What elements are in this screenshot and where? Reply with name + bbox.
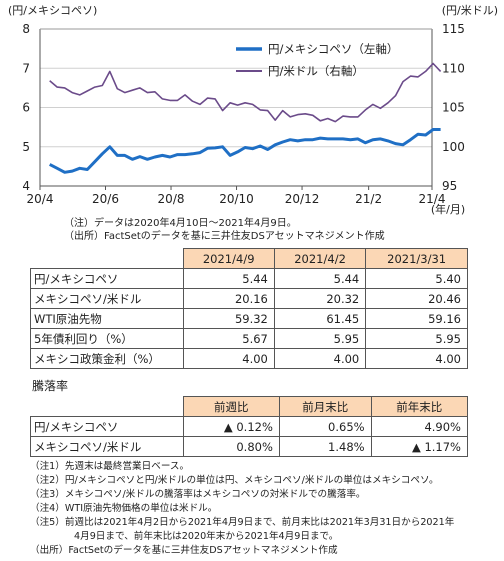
column-header: 前月末比 xyxy=(278,396,372,417)
column-header: 2021/4/2 xyxy=(273,248,367,269)
footnote-1: （注1）先週末は最終営業日ベース。 xyxy=(30,461,190,472)
change-rate-table: 前週比 前月末比 前年末比 円/メキシコペソ ▲ 0.12% 0.65% 4.9… xyxy=(30,396,469,457)
footnote-4: （注4）WTI原油先物価格の単位は米ドル。 xyxy=(30,503,218,514)
table-corner xyxy=(30,248,184,269)
table-cell: 20.16 xyxy=(182,288,275,309)
x-tick-label: 20/6 xyxy=(92,192,119,206)
column-header: 2021/4/9 xyxy=(182,248,275,269)
series-line-peso xyxy=(49,128,441,174)
y-right-tick-label: 100 xyxy=(442,140,465,154)
chart-axes xyxy=(39,28,433,190)
row-label: 円/メキシコペソ xyxy=(30,416,184,437)
y-left-tick-label: 8 xyxy=(22,22,30,36)
column-header: 2021/3/31 xyxy=(365,248,468,269)
row-label: 円/メキシコペソ xyxy=(30,268,184,289)
y-axis-right-label: (円/米ドル) xyxy=(442,4,498,17)
legend-label: 円/米ドル（右軸） xyxy=(268,64,364,78)
table-cell: 4.00 xyxy=(365,348,468,369)
footnotes: （注1）先週末は最終営業日ベース。 （注2）円/メキシコペソと円/米ドルの単位は… xyxy=(30,460,454,558)
chart-notes: （注）データは2020年4月10日～2021年4月9日。 （出所）FactSet… xyxy=(64,217,385,243)
footnote-5: （注5）前週比は2021年4月2日から2021年4月9日まで、前月末比は2021… xyxy=(30,517,455,528)
chart-ticks: 4 5 6 7 8 95 100 105 110 115 20/4 20/6 20/8 20/10 20/1… xyxy=(22,22,465,206)
x-tick-label: 21/4 xyxy=(419,192,446,206)
table-cell: 20.32 xyxy=(273,288,367,309)
table-row: 円/メキシコペソ 5.44 5.44 5.40 xyxy=(30,268,468,289)
table-row: メキシコペソ/米ドル 0.80% 1.48% ▲ 1.17% xyxy=(30,436,469,457)
x-tick-label: 21/2 xyxy=(355,192,382,206)
table-cell: 4.90% xyxy=(370,416,469,437)
table-cell: ▲ 0.12% xyxy=(182,416,280,437)
table-cell: 4.00 xyxy=(182,348,275,369)
table-cell: 5.95 xyxy=(273,328,367,349)
table-cell: 5.44 xyxy=(273,268,367,289)
chart-legend: 円/メキシコペソ（左軸） 円/米ドル（右軸） xyxy=(236,42,398,78)
row-label: 5年債利回り（%） xyxy=(30,328,184,349)
table-header-row: 前週比 前月末比 前年末比 xyxy=(30,396,469,417)
y-right-tick-label: 105 xyxy=(442,101,465,115)
x-tick-label: 20/8 xyxy=(158,192,185,206)
x-tick-label: 20/10 xyxy=(219,192,254,206)
table-header-row: 2021/4/9 2021/4/2 2021/3/31 xyxy=(30,248,468,269)
x-axis-label: (年/月) xyxy=(431,202,465,215)
footnote-3: （注3）メキシコペソ/米ドルの騰落率はメキシコペソの対米ドルでの騰落率。 xyxy=(30,489,366,500)
table-cell: 4.00 xyxy=(273,348,367,369)
y-left-tick-label: 7 xyxy=(22,61,30,75)
row-label: メキシコ政策金利（%） xyxy=(30,348,184,369)
table-row: WTI原油先物 59.32 61.45 59.16 xyxy=(30,308,468,329)
table-cell: 59.32 xyxy=(182,308,275,329)
fx-line-chart: 4 5 6 7 8 95 100 105 110 115 20/4 20/6 20/8 20/10 20/1… xyxy=(8,4,498,215)
y-left-tick-label: 6 xyxy=(22,101,30,115)
footnote-5-continued: 4月9日まで、前年末比は2020年末から2021年4月9日まで。 xyxy=(74,531,339,542)
table-row: メキシコペソ/米ドル 20.16 20.32 20.46 xyxy=(30,288,468,309)
table-cell: 5.67 xyxy=(182,328,275,349)
footnote-2: （注2）円/メキシコペソと円/米ドルの単位は円、メキシコペソ/米ドルの単位はメキ… xyxy=(30,475,439,486)
chart-note-source: （出所）FactSetのデータを基に三井住友DSアセットマネジメント作成 xyxy=(64,231,385,242)
footnote-source: （出所）FactSetのデータを基に三井住友DSアセットマネジメント作成 xyxy=(30,545,338,556)
chart-note-data-period: （注）データは2020年4月10日～2021年4月9日。 xyxy=(64,218,297,229)
table-cell: 1.48% xyxy=(278,436,372,457)
table-cell: ▲ 1.17% xyxy=(370,436,469,457)
y-right-tick-label: 95 xyxy=(442,179,457,193)
chart-lines xyxy=(49,62,442,174)
table-row: 5年債利回り（%） 5.67 5.95 5.95 xyxy=(30,328,468,349)
table-cell: 61.45 xyxy=(273,308,367,329)
table-row: 円/メキシコペソ ▲ 0.12% 0.65% 4.90% xyxy=(30,416,469,437)
y-left-tick-label: 5 xyxy=(22,140,30,154)
row-label: WTI原油先物 xyxy=(30,308,184,329)
legend-label: 円/メキシコペソ（左軸） xyxy=(268,42,398,56)
y-left-tick-label: 4 xyxy=(22,179,30,193)
x-tick-label: 20/4 xyxy=(27,192,54,206)
y-right-tick-label: 115 xyxy=(442,22,465,36)
table-cell: 59.16 xyxy=(365,308,468,329)
series-line-usd xyxy=(49,62,442,123)
market-data-table: 2021/4/9 2021/4/2 2021/3/31 円/メキシコペソ 5.4… xyxy=(30,248,468,369)
y-axis-left-label: (円/メキシコペソ) xyxy=(8,4,97,17)
x-tick-label: 20/12 xyxy=(285,192,320,206)
table-cell: 5.44 xyxy=(182,268,275,289)
column-header: 前週比 xyxy=(182,396,280,417)
table-row: メキシコ政策金利（%） 4.00 4.00 4.00 xyxy=(30,348,468,369)
row-label: メキシコペソ/米ドル xyxy=(30,288,184,309)
y-right-tick-label: 110 xyxy=(442,61,465,75)
table-cell: 20.46 xyxy=(365,288,468,309)
table-cell: 5.40 xyxy=(365,268,468,289)
table-cell: 5.95 xyxy=(365,328,468,349)
table-cell: 0.65% xyxy=(278,416,372,437)
row-label: メキシコペソ/米ドル xyxy=(30,436,184,457)
change-rate-title: 騰落率 xyxy=(32,379,69,393)
column-header: 前年末比 xyxy=(370,396,469,417)
table-cell: 0.80% xyxy=(182,436,280,457)
chart-grid xyxy=(40,67,432,148)
table-corner xyxy=(30,396,184,417)
